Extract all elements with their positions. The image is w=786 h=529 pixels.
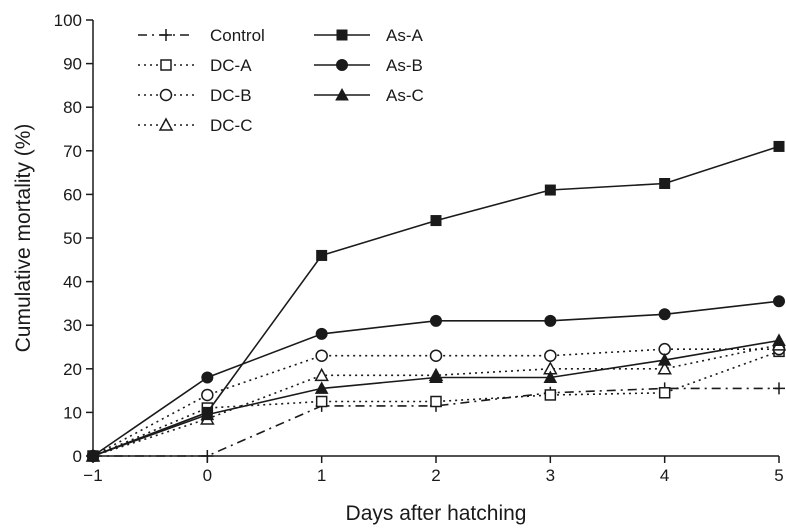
y-tick-label: 40 <box>63 273 82 292</box>
data-point <box>315 395 328 408</box>
y-tick-label: 70 <box>63 142 82 161</box>
legend-marker <box>158 117 174 131</box>
data-point <box>544 349 557 362</box>
data-point <box>657 353 672 366</box>
legend: Control DC-A DC-B DC-C As-A As-B As-C <box>138 26 424 135</box>
x-tick-label: −1 <box>83 466 102 485</box>
series-as-a <box>87 140 785 462</box>
y-tick-label: 60 <box>63 185 82 204</box>
data-point <box>658 387 671 399</box>
legend-marker <box>159 88 173 102</box>
y-tick-label: 50 <box>63 229 82 248</box>
y-tick-label: 30 <box>63 316 82 335</box>
legend-item-dc-c: DC-C <box>138 116 253 135</box>
data-point <box>315 327 328 340</box>
data-point <box>657 361 672 375</box>
x-axis-title: Days after hatching <box>346 502 527 525</box>
series-as-c <box>86 333 786 462</box>
data-point <box>658 308 671 321</box>
data-point <box>773 140 785 152</box>
legend-item-as-b: As-B <box>314 56 423 75</box>
legend-marker <box>336 59 348 71</box>
data-point <box>201 371 214 384</box>
data-point <box>315 349 328 362</box>
legend-item-control: Control <box>138 26 265 45</box>
x-tick-label: 4 <box>660 466 669 485</box>
data-point <box>314 367 329 382</box>
data-point <box>544 184 556 196</box>
data-point <box>544 389 557 401</box>
legend-label: As-B <box>386 56 423 75</box>
y-tick-label: 10 <box>63 403 82 422</box>
data-point <box>659 178 671 189</box>
y-tick-label: 80 <box>63 98 82 117</box>
legend-marker <box>160 59 172 71</box>
legend-label: DC-B <box>210 86 252 105</box>
legend-marker <box>160 29 172 41</box>
y-tick-label: 20 <box>63 360 82 379</box>
legend-label: As-A <box>386 26 424 45</box>
data-point <box>430 314 442 327</box>
legend-label: DC-A <box>210 56 252 75</box>
data-point <box>773 382 785 395</box>
data-point <box>773 295 785 308</box>
data-point <box>316 249 328 261</box>
data-point <box>430 395 442 408</box>
data-point <box>772 333 786 346</box>
data-point <box>658 342 671 356</box>
legend-item-dc-b: DC-B <box>138 86 252 105</box>
data-point <box>201 388 214 402</box>
y-ticks: 0 10 20 30 40 50 60 70 80 90 100 <box>54 11 93 466</box>
legend-marker <box>335 87 349 101</box>
legend-label: Control <box>210 26 265 45</box>
x-tick-label: 3 <box>546 466 555 485</box>
data-point <box>86 448 100 462</box>
x-tick-label: 1 <box>317 466 326 485</box>
data-point <box>200 407 215 421</box>
x-tick-label: 2 <box>431 466 440 485</box>
series-dc-a <box>87 345 785 462</box>
y-tick-label: 90 <box>63 55 82 74</box>
legend-label: DC-C <box>210 116 253 135</box>
x-tick-label: 0 <box>203 466 212 485</box>
legend-item-as-a: As-A <box>314 26 424 45</box>
y-tick-label: 100 <box>54 11 82 30</box>
series-layer <box>85 140 786 463</box>
data-point <box>314 381 329 394</box>
data-point <box>543 370 558 384</box>
data-point <box>429 370 443 384</box>
legend-item-dc-a: DC-A <box>138 56 252 75</box>
data-point <box>201 450 214 462</box>
series-control <box>87 382 785 462</box>
legend-label: As-C <box>386 86 424 105</box>
legend-item-as-c: As-C <box>314 86 424 105</box>
data-point <box>429 349 443 362</box>
data-point <box>430 215 442 227</box>
legend-marker <box>336 29 348 41</box>
data-point <box>544 314 557 327</box>
x-tick-label: 5 <box>774 466 783 485</box>
x-ticks: −1 0 1 2 3 4 5 <box>83 456 784 485</box>
y-tick-label: 0 <box>73 447 82 466</box>
y-axis-title: Cumulative mortality (%) <box>12 124 35 353</box>
